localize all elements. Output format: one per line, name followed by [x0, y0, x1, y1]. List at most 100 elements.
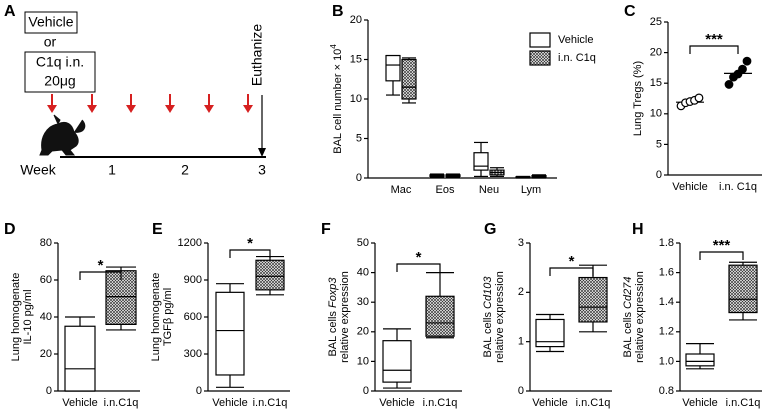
y-axis-label: BAL cells Cd274	[622, 277, 634, 358]
label-run: BAL cells	[622, 309, 634, 358]
label-run: BAL cells	[482, 309, 494, 358]
y-tick-label: 1.0	[659, 355, 674, 367]
y-tick-label: 60	[40, 274, 52, 286]
legend-swatch	[529, 50, 551, 66]
significance: *	[416, 249, 422, 266]
y-tick-label: 50	[357, 237, 369, 249]
y-axis-label: relative expression	[339, 271, 351, 363]
panel-a: A Vehicle or C1q i.n. 20μg Euthanize Wee…	[4, 3, 266, 177]
box	[215, 291, 245, 376]
x-tick-label: i.n.C1q	[104, 397, 139, 409]
mouse-icon	[39, 114, 86, 156]
box	[382, 340, 412, 383]
arrowhead	[165, 105, 175, 113]
treatment: or	[44, 34, 57, 50]
week-label: 2	[181, 162, 189, 178]
box	[425, 295, 455, 337]
y-tick-label: 0	[46, 385, 52, 397]
y-axis-label: relative expression	[634, 271, 646, 363]
label-run: 4	[329, 44, 338, 49]
panel: G 0 1 2 3 BAL cells Cd103 relative expression V…	[482, 221, 612, 409]
box	[255, 259, 285, 291]
y-tick-label: 1.6	[659, 267, 674, 279]
y-tick-label: 1.8	[659, 237, 674, 249]
panel-letter: B	[332, 3, 344, 20]
y-tick-label: 20	[357, 326, 369, 338]
y-axis-label: Lung homogenate	[150, 273, 162, 362]
label-run: Foxp3	[327, 277, 339, 308]
panel-letter: C	[624, 3, 636, 20]
arrowhead	[243, 105, 253, 113]
y-tick-label: 900	[184, 274, 202, 286]
y-tick-label: 30	[357, 296, 369, 308]
significance-bracket	[689, 45, 739, 54]
y-tick-label: 10	[650, 108, 662, 120]
panel: E 0 300 600 900 1200 Lung homogenate TGFβ pg/ml…	[150, 221, 290, 409]
panel: D 0 20 40 60 80 Lung homogenate IL-10 pg/ml Vehi…	[4, 221, 140, 409]
box	[401, 58, 417, 100]
significance-bracket	[699, 251, 744, 260]
y-axis-label: BAL cells Foxp3	[327, 277, 339, 357]
box	[64, 325, 96, 392]
panel-letter: F	[321, 221, 331, 238]
y-tick-label: 1	[518, 336, 524, 348]
x-tick-label: Mac	[391, 184, 412, 196]
panel-letter: G	[484, 221, 496, 238]
x-tick-label: Lym	[521, 184, 541, 196]
x-tick-label: Vehicle	[682, 397, 717, 409]
box	[728, 264, 758, 314]
y-tick-label: 80	[40, 237, 52, 249]
y-axis-label: Lung Tregs (%)	[632, 61, 644, 136]
y-tick-label: 20	[650, 47, 662, 59]
significance: *	[569, 253, 575, 270]
panel-letter: D	[4, 221, 16, 238]
y-tick-label: 0	[518, 385, 524, 397]
legend-label: i.n. C1q	[558, 52, 596, 64]
y-tick-label: 5	[656, 138, 662, 150]
arrowhead	[47, 105, 57, 113]
label-run: Cd103	[482, 276, 494, 309]
x-tick-label: i.n.C1q	[726, 397, 761, 409]
panel-letter: E	[152, 221, 163, 238]
y-tick-label: 0.8	[659, 385, 674, 397]
y-axis-label: Lung homogenate	[10, 273, 22, 362]
panel: C 0 5 10 15 20 25 Lung Tregs (%) Vehicle i.n. C1q…	[624, 3, 762, 193]
y-tick-label: 0	[356, 172, 362, 184]
x-tick-label: Vehicle	[62, 397, 97, 409]
panel: B 0 5 10 15 20 BAL cell number × 104 Mac Eos Neu L…	[329, 3, 596, 196]
treatment: C1q i.n.	[36, 54, 84, 70]
y-tick-label: 1200	[178, 237, 202, 249]
point	[742, 56, 752, 66]
y-tick-label: 2	[518, 286, 524, 298]
y-tick-label: 300	[184, 348, 202, 360]
arrowhead	[204, 105, 214, 113]
significance: ***	[705, 31, 723, 48]
y-tick-label: 40	[40, 311, 52, 323]
box	[578, 276, 608, 323]
x-tick-label: i.n.C1q	[253, 397, 288, 409]
significance-bracket	[549, 267, 594, 276]
treatment: Vehicle	[28, 14, 73, 30]
legend-swatch	[529, 32, 551, 48]
y-tick-label: 10	[350, 93, 362, 105]
point	[738, 64, 747, 74]
y-tick-label: 0	[196, 385, 202, 397]
y-tick-label: 40	[357, 267, 369, 279]
y-tick-label: 20	[40, 348, 52, 360]
y-tick-label: 1.2	[659, 326, 674, 338]
significance: *	[247, 235, 253, 252]
point	[694, 93, 704, 103]
x-tick-label: Vehicle	[672, 181, 707, 193]
week-label: 1	[108, 162, 116, 178]
arrowhead	[126, 105, 136, 113]
x-tick-label: Neu	[479, 184, 499, 196]
y-tick-label: 10	[357, 355, 369, 367]
y-tick-label: 0	[363, 385, 369, 397]
y-tick-label: 3	[518, 237, 524, 249]
significance: ***	[713, 237, 731, 254]
significance-bracket	[79, 271, 122, 280]
y-tick-label: 600	[184, 311, 202, 323]
x-tick-label: Eos	[436, 184, 455, 196]
y-axis-label: relative expression	[494, 271, 506, 363]
